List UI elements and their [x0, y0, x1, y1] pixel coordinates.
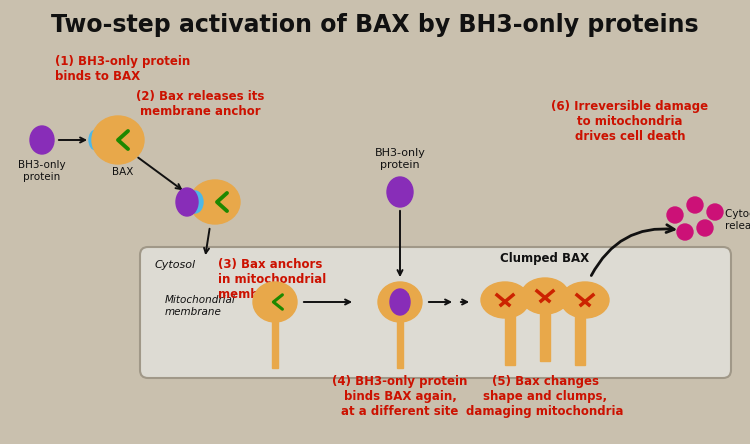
Bar [397, 320, 403, 368]
Text: (5) Bax changes
shape and clumps,
damaging mitochondria: (5) Bax changes shape and clumps, damagi… [466, 375, 624, 418]
Bar [505, 315, 515, 365]
Circle shape [677, 224, 693, 240]
Ellipse shape [521, 278, 569, 314]
Circle shape [697, 220, 713, 236]
Text: (2) Bax releases its
membrane anchor: (2) Bax releases its membrane anchor [136, 90, 264, 118]
Text: Two-step activation of BAX by BH3-only proteins: Two-step activation of BAX by BH3-only p… [51, 13, 699, 37]
Circle shape [667, 207, 683, 223]
Ellipse shape [176, 188, 198, 216]
Ellipse shape [30, 126, 54, 154]
Ellipse shape [253, 282, 297, 322]
Text: Cytosol: Cytosol [155, 260, 196, 270]
Ellipse shape [92, 116, 144, 164]
Text: BH3-only
protein: BH3-only protein [18, 160, 66, 182]
Ellipse shape [378, 282, 422, 322]
Ellipse shape [190, 180, 240, 224]
Text: (4) BH3-only protein
binds BAX again,
at a different site: (4) BH3-only protein binds BAX again, at… [332, 375, 468, 418]
Ellipse shape [89, 130, 103, 150]
Text: (6) Irreversible damage
to mitochondria
drives cell death: (6) Irreversible damage to mitochondria … [551, 100, 709, 143]
Ellipse shape [561, 282, 609, 318]
Text: (3) Bax anchors
in mitochondrial
membrane: (3) Bax anchors in mitochondrial membran… [218, 258, 326, 301]
Ellipse shape [187, 191, 203, 213]
Circle shape [707, 204, 723, 220]
Text: Cytochrome c
release: Cytochrome c release [725, 209, 750, 231]
Bar [272, 320, 278, 368]
Bar [575, 315, 585, 365]
Ellipse shape [481, 282, 529, 318]
Ellipse shape [387, 177, 413, 207]
Text: Mitochondrial
membrane: Mitochondrial membrane [165, 295, 236, 317]
Text: (1) BH3-only protein
binds to BAX: (1) BH3-only protein binds to BAX [55, 55, 190, 83]
Text: Clumped BAX: Clumped BAX [500, 252, 590, 265]
FancyBboxPatch shape [140, 247, 731, 378]
Circle shape [687, 197, 703, 213]
Ellipse shape [390, 289, 410, 315]
Text: BH3-only
protein: BH3-only protein [374, 148, 425, 170]
Text: BAX: BAX [112, 167, 134, 177]
Bar [540, 311, 550, 361]
